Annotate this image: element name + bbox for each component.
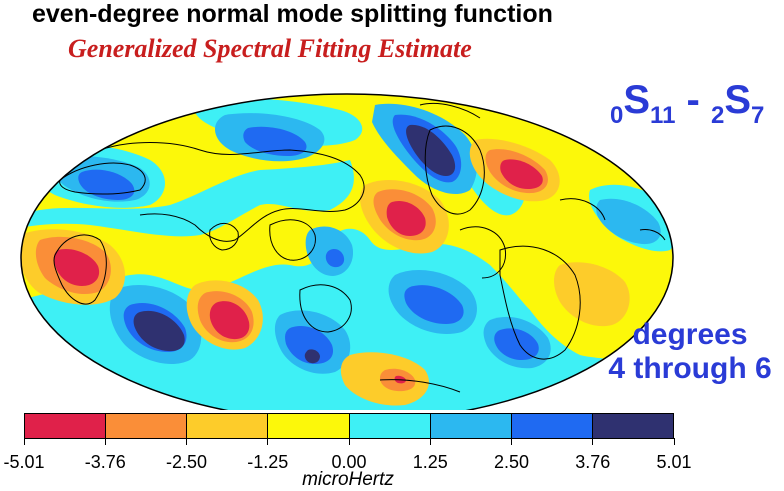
colorbar-tick-label: 3.76 xyxy=(575,452,611,472)
field-red-3 xyxy=(386,200,426,236)
colorbar-tick-label: 0.00 xyxy=(331,452,367,472)
field-red-2 xyxy=(209,301,250,340)
colorbar-tick-label: -3.76 xyxy=(84,452,126,472)
colorbar-swatch-2 xyxy=(187,414,269,438)
mode2-degree: 7 xyxy=(751,102,765,129)
page-title: even-degree normal mode splitting functi… xyxy=(32,0,553,28)
degrees-label-line1: degrees xyxy=(632,318,748,351)
colorbar-tick-label: 5.01 xyxy=(656,452,692,472)
colorbar-swatch-0 xyxy=(25,414,107,438)
colorbar-tick-label: 2.50 xyxy=(493,452,530,472)
map-field xyxy=(21,94,673,410)
field-sky-9 xyxy=(596,198,661,245)
field-navy-2 xyxy=(133,310,185,352)
colorbar-tick-mark xyxy=(267,438,269,445)
field-gold-6 xyxy=(554,262,630,327)
colorbar-tick-mark xyxy=(23,438,25,445)
mode2-overtone: 2 xyxy=(710,102,725,129)
colorbar-tick-mark xyxy=(348,438,350,445)
mode-pair-label: 0S11 - 2S7 xyxy=(610,78,764,130)
colorbar-swatch-4 xyxy=(349,414,431,438)
colorbar-swatch-1 xyxy=(106,414,188,438)
splitting-function-map xyxy=(20,93,674,410)
degrees-label: degrees 4 through 6 xyxy=(600,318,780,386)
field-navy-1 xyxy=(406,124,456,176)
colorbar-tick-label: -5.01 xyxy=(3,452,45,472)
field-navy-3 xyxy=(304,349,320,364)
colorbar-tick-label: -1.25 xyxy=(247,452,289,472)
colorbar xyxy=(24,413,674,439)
mode2-type: S xyxy=(724,78,752,122)
map-outline xyxy=(20,93,674,410)
field-blue-2 xyxy=(243,126,307,156)
colorbar-unit-label: microHertz xyxy=(302,469,394,490)
colorbar-tick-mark xyxy=(673,438,675,445)
coastlines xyxy=(53,102,666,393)
colorbar-swatch-5 xyxy=(430,414,512,438)
colorbar-swatch-6 xyxy=(511,414,593,438)
field-blue-5 xyxy=(285,325,334,364)
colorbar-tick-mark xyxy=(186,438,187,445)
colorbar-swatch-3 xyxy=(268,414,350,438)
colorbar-tick-mark xyxy=(592,438,594,445)
field-red-4 xyxy=(500,159,543,189)
field-blue-6 xyxy=(404,285,464,324)
degrees-label-line2: 4 through 6 xyxy=(608,352,772,385)
field-blue-8 xyxy=(325,248,345,268)
page-subtitle: Generalized Spectral Fitting Estimate xyxy=(68,34,472,63)
colorbar-tick-label: -2.50 xyxy=(165,452,208,472)
field-blue-1 xyxy=(78,169,135,200)
field-red-1 xyxy=(54,248,100,286)
field-blue-7 xyxy=(494,328,539,360)
mode1-type: S xyxy=(623,78,651,122)
mode-separator: - xyxy=(675,78,711,122)
colorbar-tick-mark xyxy=(104,438,106,445)
mode1-degree: 11 xyxy=(650,102,676,129)
colorbar-tick-mark xyxy=(429,438,431,445)
colorbar-swatch-7 xyxy=(592,414,673,438)
mode1-overtone: 0 xyxy=(610,102,624,129)
colorbar-tick-label: 1.25 xyxy=(412,452,448,472)
field-cyan-1 xyxy=(21,160,354,237)
colorbar-tick-mark xyxy=(511,438,512,445)
